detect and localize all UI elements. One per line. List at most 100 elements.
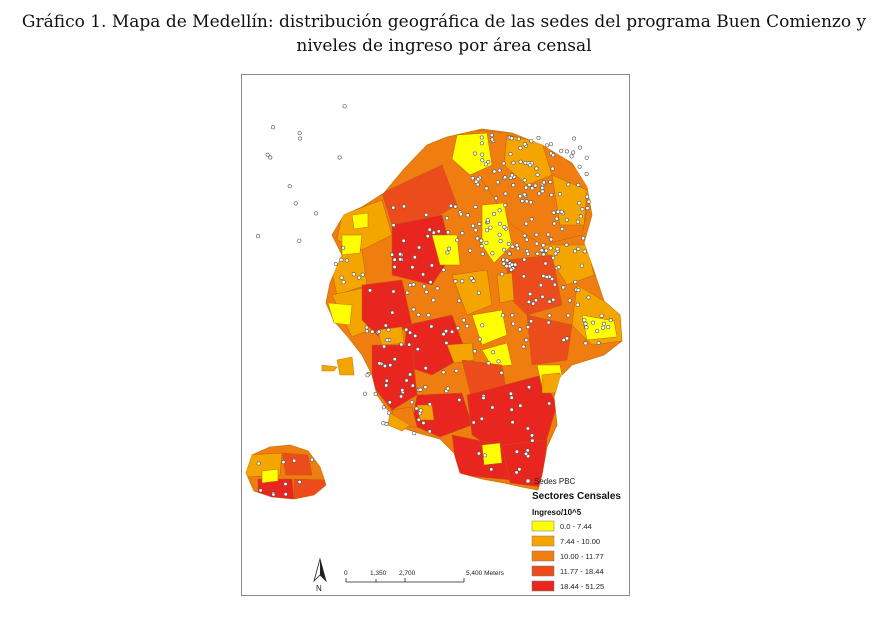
site-point [416,312,421,317]
site-point [530,438,535,443]
site-point [541,243,546,248]
site-point [511,321,516,326]
site-point [486,361,491,366]
site-point [418,408,423,413]
site-point [297,238,302,243]
site-point [521,344,526,349]
site-point [577,201,582,206]
site-point [383,323,388,328]
site-point [533,183,538,188]
scale-label-1: 1,350 [370,570,387,577]
site-point [270,125,275,130]
site-point [549,237,554,242]
site-point [586,295,591,300]
site-point [585,194,590,199]
site-point [497,232,502,237]
site-point [503,203,508,208]
site-point [482,453,487,458]
site-point [408,330,413,335]
site-point [547,401,552,406]
site-point [441,370,446,375]
site-point [522,178,527,183]
site-point [429,324,434,329]
legend-layer-title: Sectores Censales [532,491,621,502]
site-point [510,420,515,425]
site-point [528,292,533,297]
site-point [479,416,484,421]
site-point [293,201,298,206]
site-point [564,242,569,247]
site-point [412,255,417,260]
site-point [486,159,491,164]
site-point [571,150,576,155]
site-point [551,255,556,260]
legend-swatch-2 [531,550,555,562]
site-point [541,274,546,279]
site-point [601,321,606,326]
site-point [411,282,416,287]
site-point [538,283,543,288]
site-point [479,141,484,146]
site-point [386,410,391,415]
site-point [422,284,427,289]
site-point [524,185,529,190]
site-point [408,372,413,377]
site-point [342,104,347,109]
site-point [505,258,510,263]
site-point [525,448,530,453]
site-point [384,383,389,388]
site-point [480,323,485,328]
site-point [283,492,288,497]
site-point [514,449,519,454]
site-point [530,186,535,191]
site-point [423,366,428,371]
site-point [550,166,555,171]
site-point [516,136,521,141]
north-label: N [316,584,322,593]
title-line-1: Gráfico 1. Mapa de Medellín: distribució… [21,12,867,32]
site-point [501,161,506,166]
site-point [446,386,451,391]
site-point [539,248,544,253]
site-point [415,347,420,352]
site-point [333,262,338,267]
site-point [489,133,494,138]
site-point [256,234,261,239]
legend-class-label-1: 7.44 - 10.00 [560,537,600,546]
site-point [529,319,534,324]
site-point [522,192,527,197]
site-point [584,325,589,330]
site-point [541,180,546,185]
site-point [492,169,497,174]
site-point [480,158,485,163]
site-point [481,395,486,400]
site-point [364,329,369,334]
site-point [450,329,455,334]
site-point [429,263,434,268]
site-point [526,299,531,304]
site-point [292,458,297,463]
site-point [511,183,516,188]
site-point [445,250,450,255]
site-point [518,194,523,199]
site-point [409,400,414,405]
legend-swatch-0 [531,520,555,532]
site-point [522,233,527,238]
site-point [517,327,522,332]
site-point [441,267,446,272]
site-point [297,479,302,484]
site-point [608,318,613,323]
site-point [552,221,557,226]
site-point [381,421,386,426]
site-point [453,279,458,284]
site-point [426,313,431,318]
site-point [364,325,369,330]
site-points [256,104,613,497]
site-point [526,385,531,390]
site-point [341,280,346,285]
site-point [527,182,532,187]
site-point [572,136,577,141]
site-point [582,318,587,323]
site-point [360,272,365,277]
site-point [485,218,490,223]
